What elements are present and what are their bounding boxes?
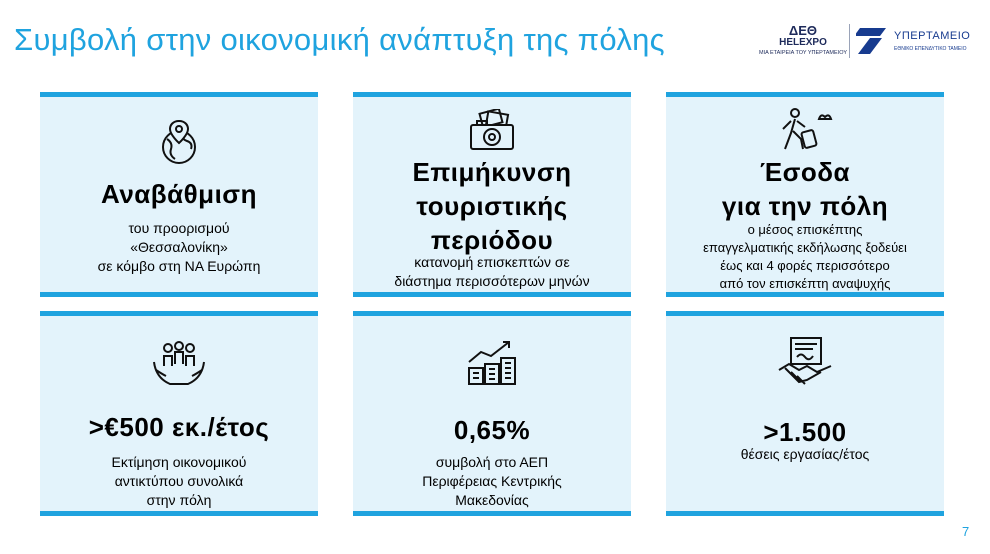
desc-line: σε κόμβο στη ΝΑ Ευρώπη xyxy=(97,258,261,274)
card-gdp: 0,65% συμβολή στο ΑΕΠ Περιφέρειας Κεντρι… xyxy=(353,311,631,516)
desc-line: Εκτίμηση οικονομικού xyxy=(111,454,247,470)
card-headline: Επιμήκυνση τουριστικής περιόδου xyxy=(353,155,631,257)
card-description: ο μέσος επισκέπτης επαγγελματικής εκδήλω… xyxy=(666,221,944,293)
handshake-contract-icon xyxy=(778,337,832,385)
headline-line: για την πόλη xyxy=(721,191,889,221)
headline-line: περιόδου xyxy=(430,225,554,255)
card-revenue: Έσοδα για την πόλη ο μέσος επισκέπτης επ… xyxy=(666,92,944,297)
desc-line: του προορισμού xyxy=(128,220,230,236)
card-headline: >€500 εκ./έτος xyxy=(88,412,270,442)
card-headline: Αναβάθμιση xyxy=(101,179,257,209)
hands-people-icon xyxy=(153,341,205,385)
desc-line: ο μέσος επισκέπτης xyxy=(747,222,863,237)
ypertameio-name: ΥΠΕΡΤΑΜΕΙΟ xyxy=(894,30,971,42)
buildings-growth-icon xyxy=(468,341,516,385)
slide-title: Συμβολή στην οικονομική ανάπτυξη της πόλ… xyxy=(14,22,665,57)
desc-line: Μακεδονίας xyxy=(455,492,529,508)
card-description: του προορισμού «Θεσσαλονίκη» σε κόμβο στ… xyxy=(40,219,318,276)
ypertameio-logo: ΥΠΕΡΤΑΜΕΙΟ ΕΘΝΙΚΟ ΕΠΕΝΔΥΤΙΚΟ ΤΑΜΕΙΟ xyxy=(854,26,970,59)
card-headline: >1.500 xyxy=(763,417,847,447)
deth-logo-tagline: ΜΙΑ ΕΤΑΙΡΕΙΑ ΤΟΥ ΥΠΕΡΤΑΜΕΙΟΥ xyxy=(759,50,847,56)
desc-line: αντικτύπου συνολικά xyxy=(114,473,244,489)
card-headline: 0,65% xyxy=(453,415,531,445)
desc-line: συμβολή στο ΑΕΠ xyxy=(435,454,549,470)
headline-line: Έσοδα xyxy=(759,157,851,187)
ypertameio-mark-icon xyxy=(854,28,886,54)
card-extension: Επιμήκυνση τουριστικής περιόδου κατανομή… xyxy=(353,92,631,297)
card-description: Εκτίμηση οικονομικού αντικτύπου συνολικά… xyxy=(40,453,318,510)
desc-line: στην πόλη xyxy=(146,492,212,508)
card-upgrade: Αναβάθμιση του προορισμού «Θεσσαλονίκη» … xyxy=(40,92,318,297)
desc-line: από τον επισκέπτη αναψυχής xyxy=(719,276,891,291)
camera-photos-icon xyxy=(470,109,514,150)
desc-line: έως και 4 φορές περισσότερο xyxy=(720,258,890,273)
logo-divider xyxy=(849,24,850,58)
headline-line: Επιμήκυνση xyxy=(412,157,572,187)
globe-pin-icon xyxy=(162,119,196,164)
headline-line: τουριστικής xyxy=(416,191,568,221)
card-headline: Έσοδα για την πόλη xyxy=(666,155,944,223)
desc-line: επαγγελματικής εκδήλωσης ξοδεύει xyxy=(703,240,907,255)
page-number: 7 xyxy=(962,524,970,539)
ypertameio-subtitle: ΕΘΝΙΚΟ ΕΠΕΝΔΥΤΙΚΟ ΤΑΜΕΙΟ xyxy=(894,46,967,52)
card-description: συμβολή στο ΑΕΠ Περιφέρειας Κεντρικής Μα… xyxy=(353,453,631,510)
desc-line: Περιφέρειας Κεντρικής xyxy=(422,473,562,489)
deth-logo-line1: ΔΕΘ xyxy=(788,23,818,38)
desc-line: «Θεσσαλονίκη» xyxy=(130,239,228,255)
card-description: κατανομή επισκεπτών σε διάστημα περισσότ… xyxy=(353,253,631,291)
deth-logo-line2: HELEXPO xyxy=(779,37,827,48)
card-economic-impact: >€500 εκ./έτος Εκτίμηση οικονομικού αντι… xyxy=(40,311,318,516)
desc-line: κατανομή επισκεπτών σε xyxy=(414,254,570,270)
desc-line: διάστημα περισσότερων μηνών xyxy=(394,273,590,289)
desc-line: θέσεις εργασίας/έτος xyxy=(740,446,870,462)
traveler-luggage-icon xyxy=(782,108,833,150)
card-jobs: >1.500 θέσεις εργασίας/έτος xyxy=(666,311,944,516)
card-description: θέσεις εργασίας/έτος xyxy=(666,445,944,464)
deth-helexpo-logo: ΔΕΘ HELEXPO ΜΙΑ ΕΤΑΙΡΕΙΑ ΤΟΥ ΥΠΕΡΤΑΜΕΙΟΥ xyxy=(758,24,848,58)
